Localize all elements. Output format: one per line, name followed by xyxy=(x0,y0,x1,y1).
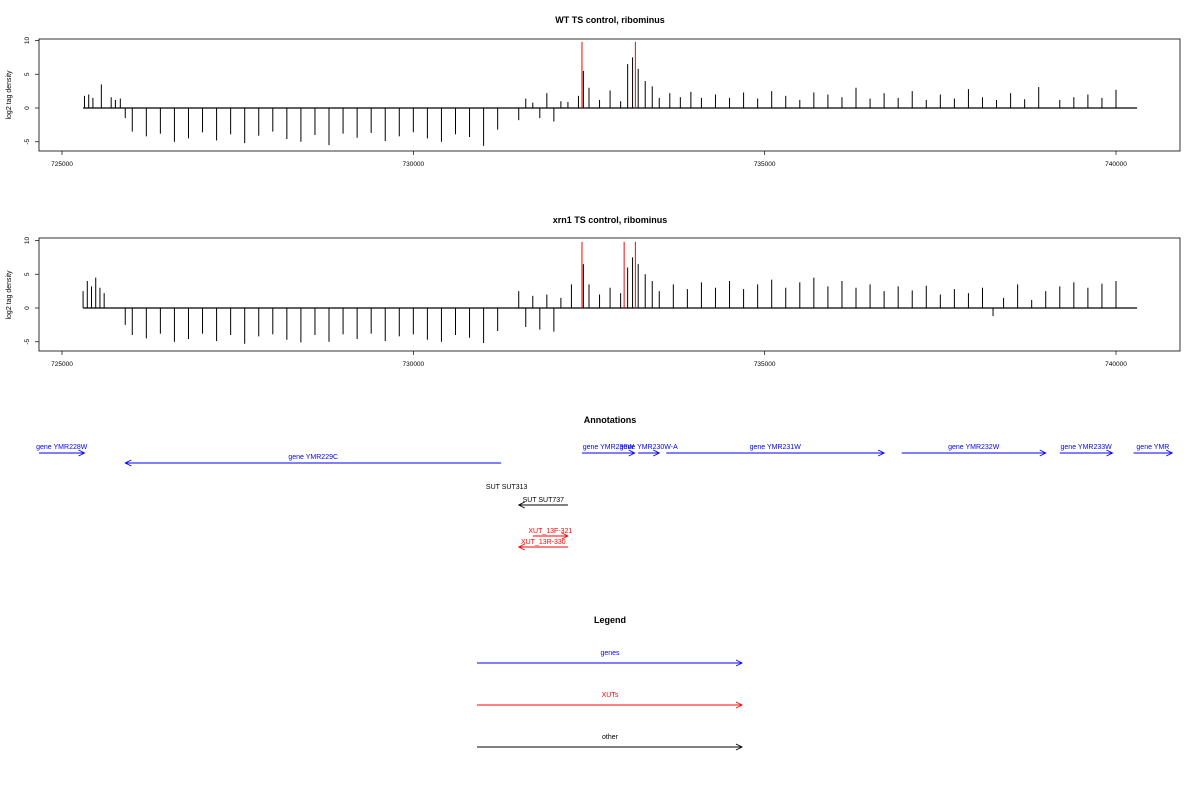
feature-label: XUT_13F-321 xyxy=(528,528,572,535)
panel-wt: WT TS control, ribominus log2 tag densit… xyxy=(6,15,1181,168)
panel-xrn1: xrn1 TS control, ribominus log2 tag dens… xyxy=(6,215,1181,368)
feature-label: gene YMR xyxy=(1136,444,1169,451)
x-tick-label: 730000 xyxy=(402,161,424,168)
annotations-title: Annotations xyxy=(584,415,637,425)
panel-title: xrn1 TS control, ribominus xyxy=(553,215,668,225)
legend-arrowhead xyxy=(735,701,744,709)
bar-group xyxy=(83,41,1138,146)
legend-label: XUTs xyxy=(602,692,619,699)
y-tick-label: 5 xyxy=(24,272,31,276)
legend-label: genes xyxy=(600,650,620,657)
plot-frame xyxy=(38,237,1181,352)
tick-group: 725000 730000 735000 740000 -5 0 5 10 xyxy=(24,237,1127,368)
y-tick-label: 0 xyxy=(24,306,31,310)
plot-frame xyxy=(38,38,1181,152)
feature-label: gene YMR230W-A xyxy=(620,444,678,451)
y-tick-label: 10 xyxy=(24,237,31,245)
x-tick-label: 740000 xyxy=(1105,161,1127,168)
y-tick-label: -5 xyxy=(24,338,31,344)
feature-label: SUT SUT313 xyxy=(486,484,528,491)
gene-arrow-head xyxy=(124,459,132,467)
bar-group xyxy=(82,241,1138,344)
legend-arrowhead xyxy=(735,659,744,667)
tick-group: 725000 730000 735000 740000 -5 0 5 10 xyxy=(24,37,1127,168)
y-tick-label: 5 xyxy=(24,72,31,76)
y-tick-label: 0 xyxy=(24,106,31,110)
x-tick-label: 735000 xyxy=(754,161,776,168)
y-axis-label: log2 tag density xyxy=(6,270,13,320)
legend-title: Legend xyxy=(594,615,626,625)
y-axis-label: log2 tag density xyxy=(6,70,13,120)
feature-label: gene YMR233W xyxy=(1061,444,1113,451)
legend-label: other xyxy=(602,734,619,741)
x-tick-label: 735000 xyxy=(754,361,776,368)
other-arrow-head xyxy=(517,501,525,509)
feature-label: gene YMR230W xyxy=(583,444,635,451)
feature-label: gene YMR232W xyxy=(948,444,1000,451)
gene-arrow-head xyxy=(877,449,886,457)
feature-label: gene YMR229C xyxy=(288,454,338,461)
feature-label: SUT SUT737 xyxy=(523,497,565,504)
y-tick-label: 10 xyxy=(24,37,31,45)
feature-label: gene YMR231W xyxy=(750,444,802,451)
gene-arrow-head xyxy=(653,449,661,457)
xut-arrow-head xyxy=(517,543,525,551)
gene-arrow-head xyxy=(1039,449,1047,457)
gene-arrow-head xyxy=(1106,449,1114,457)
x-tick-label: 740000 xyxy=(1105,361,1127,368)
gene-arrow-head xyxy=(1166,449,1174,457)
annotations-track: Annotations gene YMR228W gene YMR229C gene… xyxy=(36,415,1174,551)
gene-arrow-head xyxy=(628,449,636,457)
x-tick-label: 730000 xyxy=(402,361,424,368)
x-tick-label: 725000 xyxy=(51,361,73,368)
x-tick-label: 725000 xyxy=(51,161,73,168)
panel-title: WT TS control, ribominus xyxy=(555,15,665,25)
feature-label: gene YMR228W xyxy=(36,444,88,451)
feature-label: XUT_13R-330 xyxy=(521,539,566,546)
xut-arrow-head xyxy=(561,532,569,540)
legend: Legend genes XUTs other xyxy=(477,615,744,751)
legend-items: genes XUTs other xyxy=(477,650,744,751)
legend-arrowhead xyxy=(735,743,744,751)
y-tick-label: -5 xyxy=(24,138,31,144)
gene-arrow-head xyxy=(78,449,86,457)
